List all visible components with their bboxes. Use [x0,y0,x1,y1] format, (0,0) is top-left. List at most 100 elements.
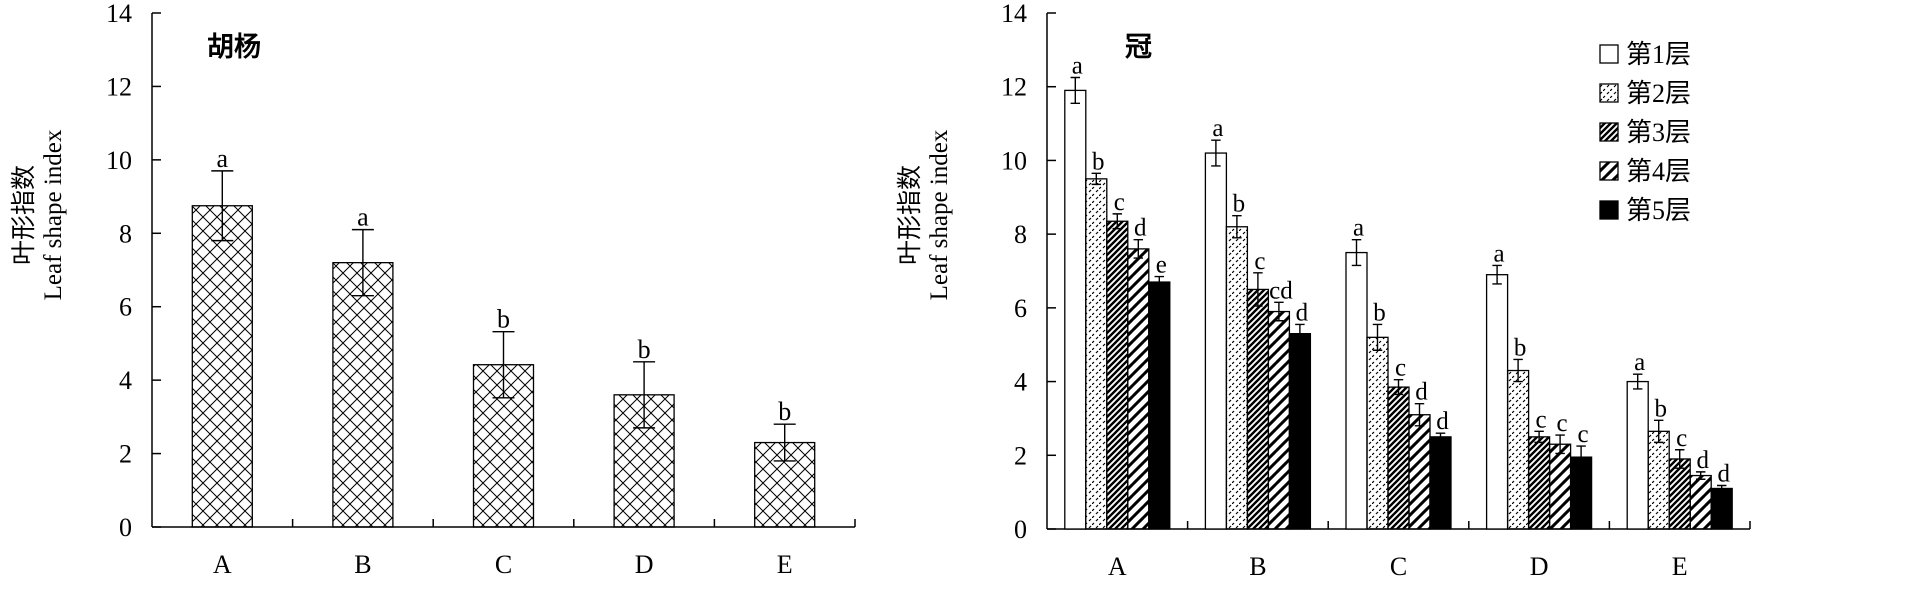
chart-panel-left: 叶形指数 Leaf shape index 胡杨 0 2 4 6 8 10 12 14 a a b… [10,0,856,579]
significance-label: a [1212,115,1223,142]
x-tick-label: D [1530,552,1549,581]
chart-title: 冠 [1125,32,1152,62]
legend-label: 第5层 [1626,196,1691,225]
significance-label: c [1557,410,1568,437]
bar [1387,386,1410,530]
significance-label: a [217,144,229,173]
error-bar [1393,379,1404,396]
error-bar [1632,373,1643,390]
error-bar [1716,484,1727,493]
bar [1429,436,1452,530]
y-tick-label: 12 [106,72,132,101]
bar [1366,336,1389,530]
error-bar [1674,449,1685,469]
legend-swatch [1599,161,1619,181]
legend-label: 第3层 [1626,118,1691,147]
y-tick-label: 6 [1014,294,1027,323]
bar [1148,281,1171,530]
y-tick-label: 0 [119,513,132,542]
legend-swatch [1599,122,1619,142]
chart-panel-right: 叶形指数 Leaf shape index 冠 0 2 4 6 8 10 12 14 a a a a… [896,0,1751,581]
y-tick-label: 14 [1001,0,1027,28]
y-tick-label: 2 [1014,441,1027,470]
error-bar [1112,213,1123,230]
error-bar [1070,76,1081,104]
error-bar [211,170,234,242]
error-bar [1211,139,1221,167]
significance-label: a [1634,349,1645,376]
x-tick-label: C [1390,552,1407,581]
y-tick-label: 6 [119,293,132,322]
significance-label: c [1578,421,1589,448]
y-tick-label: 8 [119,219,132,248]
bar [1668,458,1691,530]
error-bar [1513,358,1523,383]
bar [1288,333,1312,530]
error-bar [1372,323,1383,351]
x-tick-label: E [1672,552,1688,581]
significance-label: d [1296,299,1309,326]
error-bar [1435,432,1446,442]
y-tick-label: 10 [1001,146,1027,175]
error-bar [1133,238,1144,259]
error-bar [1154,275,1165,289]
error-bar [1695,471,1706,480]
legend-label: 第2层 [1626,79,1691,108]
y-tick-label: 4 [1014,368,1027,397]
y-tick-label: 10 [106,146,132,175]
error-bar [351,228,374,297]
error-bar [1555,434,1565,455]
x-tick-label: E [777,550,793,579]
bar [1626,380,1649,530]
x-tick-label: B [1249,552,1266,581]
significance-label: b [1092,148,1105,175]
significance-label: d [1436,408,1449,435]
bar [1408,414,1431,530]
significance-label: e [1156,252,1167,279]
legend-swatch [1599,200,1619,220]
y-tick-label: 2 [119,440,132,469]
legend-label: 第4层 [1626,157,1691,186]
y-tick-label: 0 [1014,515,1027,544]
error-bar [1232,215,1242,239]
bar [1485,274,1509,530]
error-bar [1534,430,1544,444]
significance-label: b [1654,395,1667,422]
error-bar [633,361,656,429]
error-bar [1414,402,1425,427]
significance-label: a [1353,215,1364,242]
bar [1689,474,1712,530]
y-tick-label: 12 [1001,73,1027,102]
significance-label: d [1415,379,1428,406]
y-tick-label: 4 [119,366,132,395]
error-bar [1576,445,1586,469]
bar [1127,248,1150,530]
legend-swatch [1599,44,1619,64]
bar [472,364,535,528]
significance-label: c [1254,248,1265,275]
bar [1085,178,1108,530]
error-bar [1091,172,1102,186]
significance-label: a [357,203,369,232]
bar [191,205,253,528]
bar [1345,251,1368,530]
significance-label: d [1717,461,1730,488]
significance-label: a [1494,240,1505,267]
significance-label: b [778,397,791,426]
error-bar [1653,419,1664,444]
bar [1647,430,1670,530]
significance-label: c [1114,189,1125,216]
significance-label: b [1514,334,1527,361]
significance-label: b [1373,299,1386,326]
significance-label: b [638,335,651,364]
y-axis-label-cn: 叶形指数 [10,165,38,265]
bar [1204,152,1228,530]
significance-label: d [1696,447,1709,474]
significance-label: d [1134,215,1147,242]
bar [332,262,394,528]
legend-label: 第1层 [1626,40,1691,69]
bar [1064,89,1087,530]
bar [1710,487,1733,530]
chart-title: 胡杨 [207,32,261,62]
